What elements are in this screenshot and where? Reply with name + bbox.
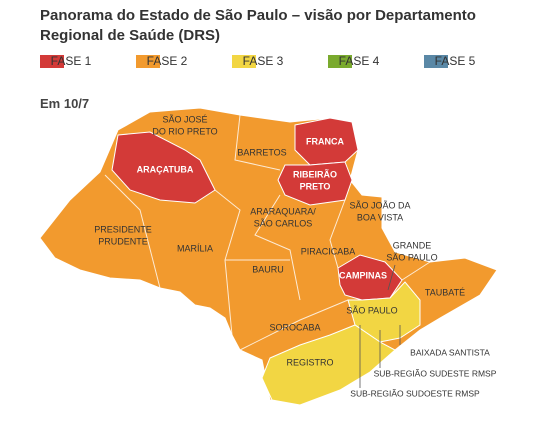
region-label: PRUDENTE [98, 236, 148, 246]
region-label: MARÍLIA [177, 243, 213, 253]
region-label: SUB-REGIÃO SUDOESTE RMSP [350, 388, 480, 398]
region-shape [261, 324, 396, 406]
region-label: TAUBATÉ [425, 287, 465, 297]
region-borders [104, 114, 431, 351]
region-label: REGISTRO [286, 357, 333, 367]
legend-swatch [232, 55, 256, 68]
region-shape [111, 131, 216, 204]
date-label: Em 10/7 [40, 96, 90, 111]
region-label: SOROCABA [269, 322, 320, 332]
region-label: SÃO CARLOS [254, 218, 313, 228]
title: Panorama do Estado de São Paulo – visão … [40, 7, 476, 44]
legend-label: FASE 2 [147, 54, 188, 68]
region-label: ARARAQUARA/ [250, 206, 316, 216]
legend-swatch [424, 55, 448, 68]
region-label: SÃO PAULO [386, 252, 437, 262]
region-label: SÃO JOÃO DA [349, 200, 410, 210]
legend-label: FASE 3 [243, 54, 284, 68]
leader-lines [359, 264, 401, 388]
region-label: RIBEIRÃO [293, 169, 337, 179]
region-label: SÃO JOSÉ [162, 114, 207, 124]
region-shape [294, 117, 359, 166]
legend-swatch [40, 55, 64, 68]
region-label: DO RIO PRETO [152, 126, 217, 136]
region-label: GRANDE [393, 240, 432, 250]
region-label: FRANCA [306, 136, 344, 146]
region-label: SUB-REGIÃO SUDESTE RMSP [374, 368, 497, 378]
region-labels: SÃO JOSÉ DO RIO PRETO BARRETOS FRANCA ARAÇAT… [94, 114, 496, 398]
region-label: BAIXADA SANTISTA [410, 347, 490, 357]
region-label: CAMPINAS [339, 270, 387, 280]
region-label: BAURU [252, 264, 284, 274]
region-label: PRETO [300, 181, 331, 191]
region-label: SÃO PAULO [346, 305, 397, 315]
region-label: BARRETOS [237, 147, 286, 157]
legend-swatch [136, 55, 160, 68]
region-label: BOA VISTA [357, 212, 403, 222]
region-label: ARAÇATUBA [137, 164, 194, 174]
region-shape [277, 161, 353, 206]
region-label: PIRACICABA [301, 246, 356, 256]
legend-label: FASE 4 [339, 54, 380, 68]
legend-label: FASE 5 [435, 54, 476, 68]
legend-swatch [328, 55, 352, 68]
legend: FASE 1 FASE 2 FASE 3 FASE 4 FASE 5 [40, 54, 476, 68]
legend-label: FASE 1 [51, 54, 92, 68]
region-label: PRESIDENTE [94, 224, 152, 234]
